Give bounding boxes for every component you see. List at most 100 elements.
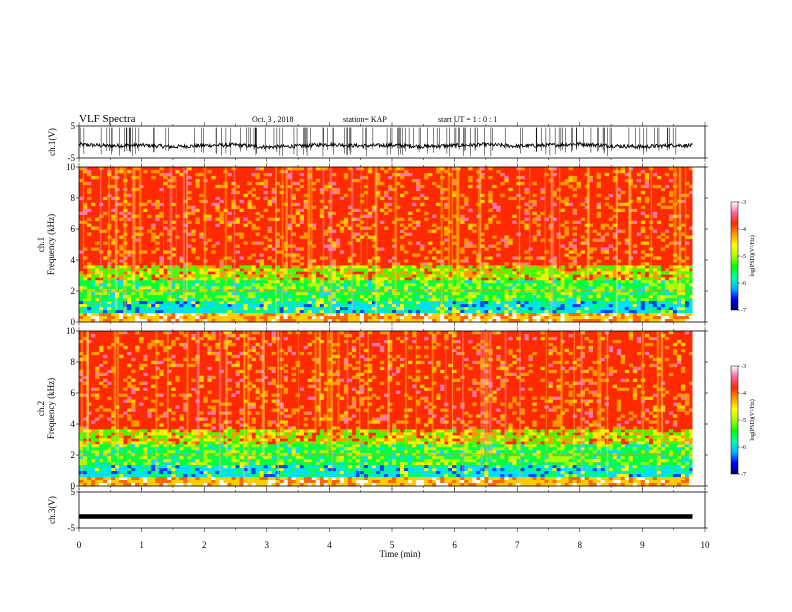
x-tick-label: 5 xyxy=(390,540,395,550)
spectrogram-streak xyxy=(485,331,488,475)
colorbar-tick-label: -4 xyxy=(741,391,746,397)
date-label: Oct. 3 , 2018 xyxy=(252,115,294,124)
colorbar xyxy=(730,365,739,475)
spectrogram-streak xyxy=(329,331,333,451)
no-data-region xyxy=(692,167,705,322)
spectrogram-streak xyxy=(478,167,480,275)
spectrogram-streak xyxy=(651,167,652,300)
spectrogram-streak xyxy=(163,167,164,286)
spectrogram-streak xyxy=(673,167,677,261)
spectrogram-streak xyxy=(175,167,177,317)
colorbar-tick-label: -7 xyxy=(741,308,746,314)
spectrogram-streak xyxy=(678,167,680,317)
spectrogram-streak xyxy=(274,167,277,314)
x-axis-label: Time (min) xyxy=(380,549,421,559)
spectrogram-streak xyxy=(544,167,546,278)
y-tick-label: 4 xyxy=(71,419,76,429)
colorbar-tick-label: -3 xyxy=(741,364,746,370)
spectrogram-streak xyxy=(350,167,354,317)
spectrogram-streak xyxy=(415,331,417,455)
spectrogram-streak xyxy=(387,331,390,437)
spectrogram-streak xyxy=(628,167,631,268)
spectrogram-streak xyxy=(346,331,349,457)
spectrogram-streak xyxy=(440,167,443,316)
spectrogram-streak xyxy=(519,331,521,482)
colorbar-label: log(PSD)(V²/Hz) xyxy=(749,399,756,440)
spectrogram-streak xyxy=(451,167,453,310)
spectrogram-streak xyxy=(314,331,317,433)
spectrogram-streak xyxy=(261,331,265,458)
x-tick-label: 9 xyxy=(640,540,645,550)
y-tick-label: 6 xyxy=(71,224,76,234)
spectrogram-streak xyxy=(660,331,664,439)
ch1-spectrogram-panel: -3 -4 -5 -6 -7 log(PSD)(V²/Hz) 0 2 4 6 8 10 ch.1Freq… xyxy=(36,162,756,327)
spectrogram-streak xyxy=(456,167,460,296)
x-tick-label: 3 xyxy=(265,540,270,550)
start-ut-label: start UT = 1 : 0 : 1 xyxy=(438,115,497,124)
colorbar-tick-label: -3 xyxy=(741,200,746,206)
spectrogram-streak xyxy=(297,331,299,429)
spectrogram-streak xyxy=(155,331,158,474)
colorbar-tick-label: -7 xyxy=(741,472,746,478)
spectrogram-streak xyxy=(641,331,644,438)
spectrogram-streak xyxy=(374,167,378,321)
spectrogram-streak xyxy=(329,167,333,317)
colorbar-tick-label: -5 xyxy=(741,254,746,260)
spectrogram-streak xyxy=(182,167,186,302)
spectrogram-streak xyxy=(550,167,553,319)
spectrogram-streak xyxy=(233,167,236,314)
y-tick-label: 2 xyxy=(71,286,76,296)
spectrogram-streak xyxy=(171,167,173,292)
spectrogram-streak xyxy=(545,331,547,470)
ch2-spectrogram-panel: -3 -4 -5 -6 -7 log(PSD)(V²/Hz) 0 2 4 6 8 10 ch.2Freq… xyxy=(36,326,756,491)
spectrogram-streak xyxy=(337,331,340,425)
y-tick-label: 5 xyxy=(71,487,76,497)
y-tick-label: 10 xyxy=(66,326,76,336)
spectrogram-streak xyxy=(166,331,169,461)
spectrogram-streak xyxy=(518,167,521,284)
station-label: station= KAP xyxy=(343,115,387,124)
y-tick-label: 8 xyxy=(71,357,76,367)
spectrogram-streak xyxy=(198,331,200,435)
spectrogram-streak xyxy=(650,167,652,317)
spectrogram-streak xyxy=(225,331,228,459)
spectrogram-streak xyxy=(277,331,280,480)
colorbar xyxy=(730,201,739,311)
spectrogram-streak xyxy=(597,331,601,443)
spectrogram-streak xyxy=(311,167,313,289)
waveform-line xyxy=(78,141,693,151)
no-data-region xyxy=(692,331,705,486)
y-tick-label: 0 xyxy=(71,481,76,491)
y-tick-label: -5 xyxy=(68,153,76,163)
spectrogram-streak xyxy=(81,331,83,478)
x-tick-label: 0 xyxy=(77,540,82,550)
spectrogram-streak xyxy=(656,331,659,474)
spectrogram-streak xyxy=(606,331,609,476)
spectrogram-streak xyxy=(247,331,250,474)
y-tick-label: 8 xyxy=(71,193,76,203)
spectrogram-streak xyxy=(326,331,329,457)
y-tick-label: 4 xyxy=(71,255,76,265)
spectrogram-streak xyxy=(285,167,288,263)
spectrogram-streak xyxy=(123,167,127,318)
spectrogram-streak xyxy=(138,167,142,264)
colorbar-tick-label: -4 xyxy=(741,227,746,233)
x-tick-label: 2 xyxy=(202,540,207,550)
spectrogram-streak xyxy=(483,331,486,447)
spectrogram-streak xyxy=(551,167,555,307)
spectrogram-streak xyxy=(115,331,117,446)
spectrogram-streak xyxy=(307,167,311,273)
x-tick-label: 6 xyxy=(452,540,457,550)
y-tick-label: 6 xyxy=(71,388,76,398)
spectrogram-streak xyxy=(455,167,459,278)
spectrogram-streak xyxy=(99,167,102,320)
spectrogram-streak xyxy=(359,331,361,472)
spectrogram-streak xyxy=(186,331,189,434)
y-axis-label: ch.1Frequency (kHz) xyxy=(36,214,56,275)
spectrogram-streak xyxy=(580,331,583,480)
spectrogram-streak xyxy=(243,331,245,479)
y-tick-label: 2 xyxy=(71,450,76,460)
spectrogram-streak xyxy=(528,167,531,281)
spectrogram-streak xyxy=(586,167,589,282)
